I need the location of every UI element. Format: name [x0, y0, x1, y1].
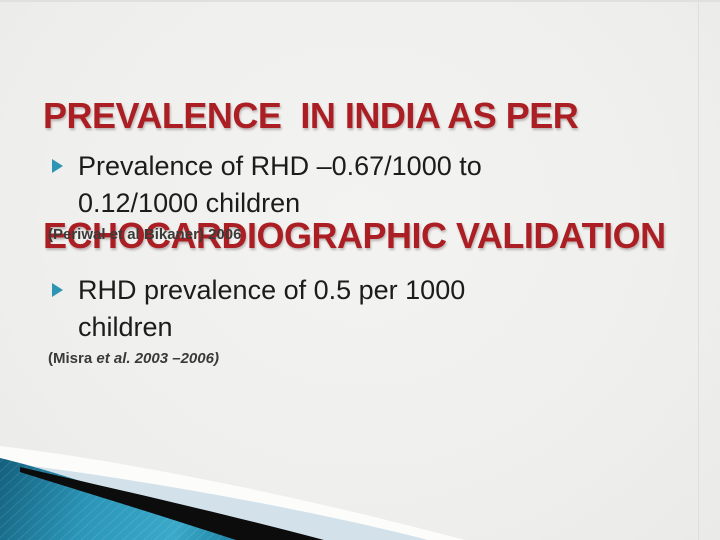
citation-periwal: (Periwal et al Bikaner) 2006 [48, 226, 242, 243]
citation-misra-italic: et al. 2003 –2006) [96, 350, 219, 367]
citation-misra: (Misra et al. 2003 –2006) [46, 349, 666, 369]
slide-right-edge-line [698, 0, 699, 540]
slide-body: Prevalence of RHD –0.67/1000 to 0.12/100… [46, 148, 666, 369]
bullet-text-line: Prevalence of RHD –0.67/1000 to [78, 151, 482, 181]
teal-wedge-shape [0, 458, 268, 540]
bullet-item-rhd-prevalence-05: RHD prevalence of 0.5 per 1000 children [46, 272, 666, 346]
bullet-text-line: RHD prevalence of 0.5 per 1000 [78, 275, 466, 305]
bullet-spacer [46, 245, 666, 272]
slide-title-line2: ECHOCARDIOGRAPHIC VALIDATION [43, 215, 666, 256]
bullet-item-rhd-prevalence-range: Prevalence of RHD –0.67/1000 to 0.12/100… [46, 148, 666, 222]
slide-top-edge-line [0, 0, 720, 2]
slide-title-line1: PREVALENCE IN INDIA AS PER [43, 95, 579, 136]
bullet-text-line: 0.12/1000 children [78, 188, 301, 218]
bullet-arrow-icon [52, 283, 63, 297]
white-band-shape [0, 446, 465, 540]
black-stripe-shape [20, 467, 324, 540]
pale-blue-wedge-shape [0, 462, 428, 540]
slide-title: PREVALENCE IN INDIA AS PER ECHOCARDIOGRA… [43, 16, 691, 336]
teal-wedge-hatch-texture [0, 458, 268, 540]
bullet-text-line: children [78, 312, 173, 342]
bullet-arrow-icon [52, 159, 63, 173]
citation-misra-normal: (Misra [48, 350, 97, 367]
